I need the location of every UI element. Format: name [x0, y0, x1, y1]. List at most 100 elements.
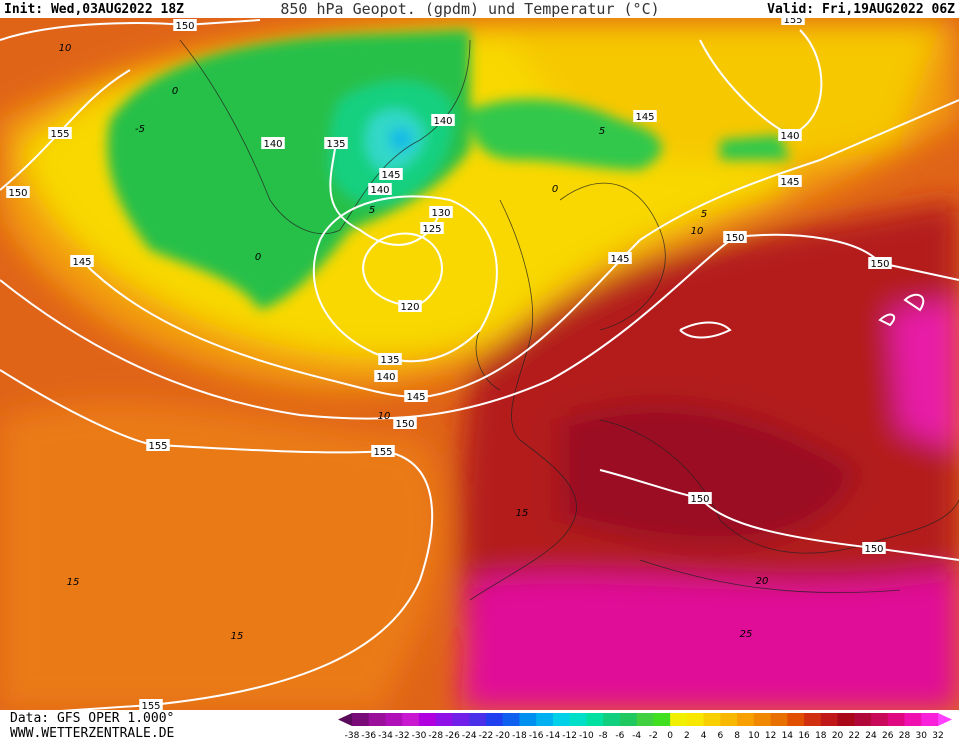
temperature-label: -5	[135, 124, 145, 135]
label-box	[146, 439, 170, 451]
label-box	[404, 390, 428, 402]
colorbar-tick-label: -34	[378, 731, 393, 741]
geopotential-label: 145	[381, 170, 400, 181]
label-box	[868, 257, 892, 269]
label-box	[429, 206, 453, 218]
geopotential-label: 130	[431, 208, 450, 219]
label-box	[70, 255, 94, 267]
colorbar-tick-label: -36	[361, 731, 376, 741]
colorbar-tick-label: -8	[599, 731, 608, 741]
label-box	[6, 186, 30, 198]
colorbar-cell	[787, 713, 805, 726]
geopotential-label: 140	[370, 185, 389, 196]
geopotential-label: 150	[690, 494, 709, 505]
geopotential-label: 155	[148, 441, 167, 452]
colorbar-cell	[368, 713, 386, 726]
geopotential-label: 155	[141, 701, 160, 712]
geopotential-label: 140	[263, 139, 282, 150]
colorbar-tick-label: -22	[479, 731, 494, 741]
colorbar-tick-label: -18	[512, 731, 527, 741]
colorbar-cell	[703, 713, 721, 726]
colorbar-cell	[653, 713, 671, 726]
geopotential-label: 125	[422, 224, 441, 235]
colorbar-cell	[502, 713, 520, 726]
temperature-label: 0	[172, 86, 178, 97]
colorbar-cell	[871, 713, 889, 726]
label-box	[633, 110, 657, 122]
label-box	[420, 222, 444, 234]
colorbar-cell	[435, 713, 453, 726]
label-box	[778, 175, 802, 187]
colorbar-tick-label: -4	[632, 731, 641, 741]
colorbar-arrow	[938, 713, 952, 726]
geopotential-label: 155	[50, 129, 69, 140]
temperature-label: 0	[552, 184, 558, 195]
valid-time: Valid: Fri,19AUG2022 06Z	[767, 2, 955, 17]
colorbar-tick-label: 10	[748, 731, 760, 741]
colorbar-tick-label: 18	[815, 731, 827, 741]
map-title: 850 hPa Geopot. (gpdm) und Temperatur (°…	[280, 0, 659, 18]
colorbar-tick-label: -14	[546, 731, 561, 741]
colorbar-tick-label: 14	[782, 731, 794, 741]
colorbar-cell	[536, 713, 554, 726]
colorbar-cell	[385, 713, 403, 726]
colorbar-tick-label: 30	[916, 731, 928, 741]
temperature-label: 15	[67, 577, 80, 588]
colorbar-cell	[603, 713, 621, 726]
colorbar-tick-label: 6	[717, 731, 723, 741]
colorbar-cell	[569, 713, 587, 726]
colorbar-cell	[452, 713, 470, 726]
colorbar-cell	[636, 713, 654, 726]
colorbar-cell	[670, 713, 688, 726]
geopotential-label: 140	[433, 116, 452, 127]
geopotential-label: 150	[870, 259, 889, 270]
colorbar-cell	[485, 713, 504, 726]
colorbar-tick-label: -28	[428, 731, 443, 741]
colorbar-tick-label: 2	[684, 731, 690, 741]
colorbar-tick-label: 26	[882, 731, 894, 741]
colorbar-cell	[887, 713, 906, 726]
temperature-label: 5	[369, 205, 375, 216]
colorbar-tick-label: -12	[562, 731, 577, 741]
temperature-label: 0	[255, 252, 261, 263]
colorbar-cell	[921, 713, 939, 726]
colorbar-cell	[519, 713, 537, 726]
colorbar-tick-label: 12	[765, 731, 776, 741]
colorbar-tick-label: -30	[412, 731, 427, 741]
label-box	[261, 137, 285, 149]
label-box	[324, 137, 348, 149]
colorbar-tick-label: 8	[734, 731, 740, 741]
geopotential-label: 150	[8, 188, 27, 199]
colorbar-cell	[469, 713, 487, 726]
colorbar-cell	[586, 713, 604, 726]
colorbar-cell	[619, 713, 638, 726]
colorbar-cell	[854, 713, 872, 726]
geopotential-label: 120	[400, 302, 419, 313]
colorbar-cell	[904, 713, 922, 726]
colorbar-tick-label: 20	[832, 731, 844, 741]
geopotential-label: 155	[373, 447, 392, 458]
colorbar-tick-label: -10	[579, 731, 594, 741]
colorbar-tick-label: -16	[529, 731, 544, 741]
colorbar-tick-label: -2	[649, 731, 658, 741]
label-box	[688, 492, 712, 504]
geopotential-label: 145	[72, 257, 91, 268]
colorbar-tick-label: 32	[932, 731, 943, 741]
label-box	[608, 252, 632, 264]
colorbar-cell	[820, 713, 839, 726]
colorbar-tick-label: -6	[615, 731, 624, 741]
label-box	[398, 300, 422, 312]
geopotential-label: 155	[783, 15, 802, 26]
colorbar-cell	[804, 713, 822, 726]
site-name: WWW.WETTERZENTRALE.DE	[10, 726, 174, 741]
colorbar-tick-label: -20	[495, 731, 510, 741]
colorbar-cell	[837, 713, 855, 726]
colorbar-cell	[720, 713, 738, 726]
label-box	[139, 699, 163, 710]
temperature-label: 25	[740, 629, 753, 640]
label-box	[374, 370, 398, 382]
geopotential-label: 140	[780, 131, 799, 142]
colorbar-tick-label: -32	[395, 731, 410, 741]
colorbar-cell	[552, 713, 571, 726]
